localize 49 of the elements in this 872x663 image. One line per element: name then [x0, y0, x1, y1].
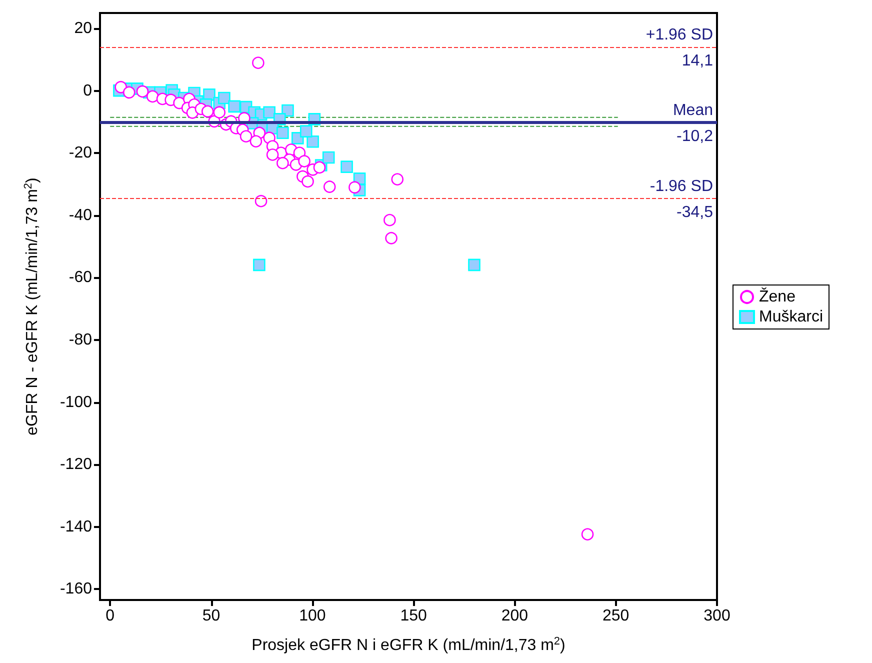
point [136, 85, 149, 98]
annotation: -34,5 [676, 204, 714, 221]
ref-line-label: +1.96 SD [646, 26, 713, 44]
annotation: 14,1 [682, 52, 714, 70]
point [218, 92, 230, 104]
point [276, 126, 289, 140]
y-tick-label: -100 [60, 394, 92, 411]
point [263, 106, 276, 118]
y-tick-label: 0 [83, 82, 92, 100]
point [276, 156, 289, 170]
point [298, 155, 310, 168]
x-tick-label: 300 [704, 608, 730, 624]
y-tick-label: -40 [68, 206, 92, 224]
point [282, 104, 294, 117]
point [302, 175, 314, 188]
legend-label: Žene [759, 288, 796, 306]
x-tick-label: 0 [106, 608, 115, 624]
legend-label: Muškarci [759, 308, 824, 326]
point [300, 125, 312, 138]
y-tick-label: -60 [68, 269, 92, 286]
x-tick-label: 200 [501, 608, 528, 624]
point [122, 86, 136, 99]
y-axis-title: eGFR N - eGFR K (mL/min/1,73 m2) [22, 178, 41, 436]
ref-line-label: Mean [672, 102, 713, 120]
point [266, 148, 279, 161]
point [146, 90, 159, 103]
y-tick-label: -140 [60, 518, 92, 536]
point [228, 100, 240, 113]
point [201, 105, 214, 118]
point [348, 181, 361, 194]
x-tick-label: 100 [299, 608, 326, 624]
point [313, 161, 326, 174]
x-tick-label: 250 [602, 608, 630, 624]
point [253, 258, 266, 272]
point [340, 160, 353, 173]
point [114, 80, 127, 94]
x-tick-label: 50 [202, 608, 220, 624]
point [213, 106, 226, 118]
point [322, 151, 335, 164]
y-tick-label: -20 [68, 144, 92, 162]
y-tick-label: -160 [60, 580, 92, 598]
x-tick-label: 150 [400, 608, 428, 624]
point [306, 135, 319, 148]
annotation: -10,2 [676, 128, 714, 146]
y-tick-label: -80 [68, 331, 92, 348]
y-tick-label: -120 [60, 456, 92, 474]
ref-line-label: -1.96 SD [650, 178, 713, 195]
point [468, 258, 480, 272]
y-tick-label: 20 [74, 20, 92, 38]
